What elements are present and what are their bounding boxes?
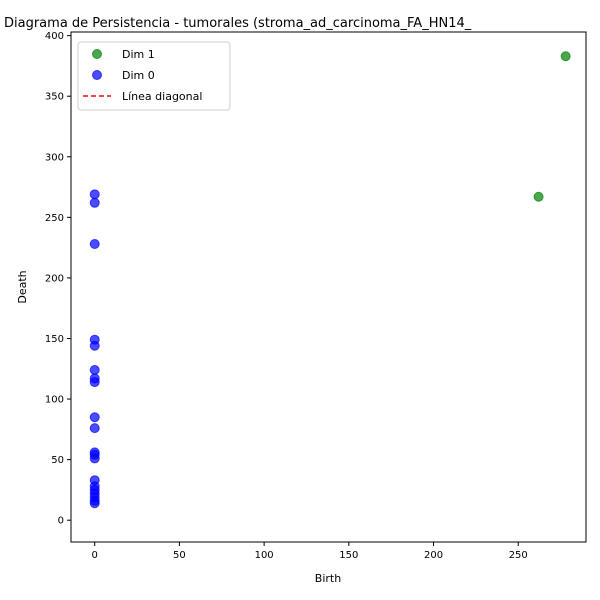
legend: Dim 1 Dim 0 Línea diagonal bbox=[77, 41, 231, 111]
x-tick-label: 250 bbox=[509, 550, 528, 561]
legend-label-dim0: Dim 0 bbox=[122, 69, 155, 82]
plot-area bbox=[70, 31, 587, 543]
y-axis: 0 50 100 150 200 250 300 350 400 bbox=[45, 31, 71, 527]
chart-title: Diagrama de Persistencia - tumorales (st… bbox=[4, 16, 472, 31]
x-tick-label: 150 bbox=[339, 550, 358, 561]
x-tick-label: 50 bbox=[173, 550, 186, 561]
x-tick-label: 200 bbox=[424, 550, 443, 561]
y-tick-label: 250 bbox=[45, 213, 64, 224]
y-tick-label: 400 bbox=[45, 31, 64, 42]
legend-label-dim1: Dim 1 bbox=[122, 48, 155, 61]
data-point-dim1 bbox=[560, 51, 571, 62]
legend-box bbox=[77, 41, 231, 111]
legend-label-diagonal: Línea diagonal bbox=[122, 90, 202, 103]
data-point-dim0 bbox=[89, 453, 100, 464]
data-point-dim0 bbox=[89, 189, 100, 200]
x-tick-label: 0 bbox=[92, 550, 98, 561]
scatter-points bbox=[89, 51, 571, 509]
y-tick-label: 150 bbox=[45, 334, 64, 345]
data-point-dim0 bbox=[89, 412, 100, 423]
data-point-dim0 bbox=[89, 197, 100, 208]
x-axis: 0 50 100 150 200 250 bbox=[92, 542, 528, 561]
data-point-dim0 bbox=[89, 423, 100, 434]
y-tick-label: 0 bbox=[58, 516, 64, 527]
y-tick-label: 200 bbox=[45, 273, 64, 284]
data-point-dim0 bbox=[89, 377, 100, 388]
y-axis-label: Death bbox=[16, 270, 29, 303]
legend-marker-dim0 bbox=[92, 70, 102, 80]
data-point-dim0 bbox=[89, 238, 100, 249]
x-tick-label: 100 bbox=[255, 550, 274, 561]
x-axis-label: Birth bbox=[315, 572, 341, 585]
data-point-dim0 bbox=[89, 340, 100, 351]
y-tick-label: 100 bbox=[45, 395, 64, 406]
legend-marker-dim1 bbox=[92, 49, 102, 59]
y-tick-label: 300 bbox=[45, 152, 64, 163]
y-tick-label: 50 bbox=[51, 455, 64, 466]
y-tick-label: 350 bbox=[45, 92, 64, 103]
data-point-dim1 bbox=[533, 191, 544, 202]
data-point-dim0 bbox=[89, 364, 100, 375]
data-point-dim0 bbox=[89, 498, 100, 509]
